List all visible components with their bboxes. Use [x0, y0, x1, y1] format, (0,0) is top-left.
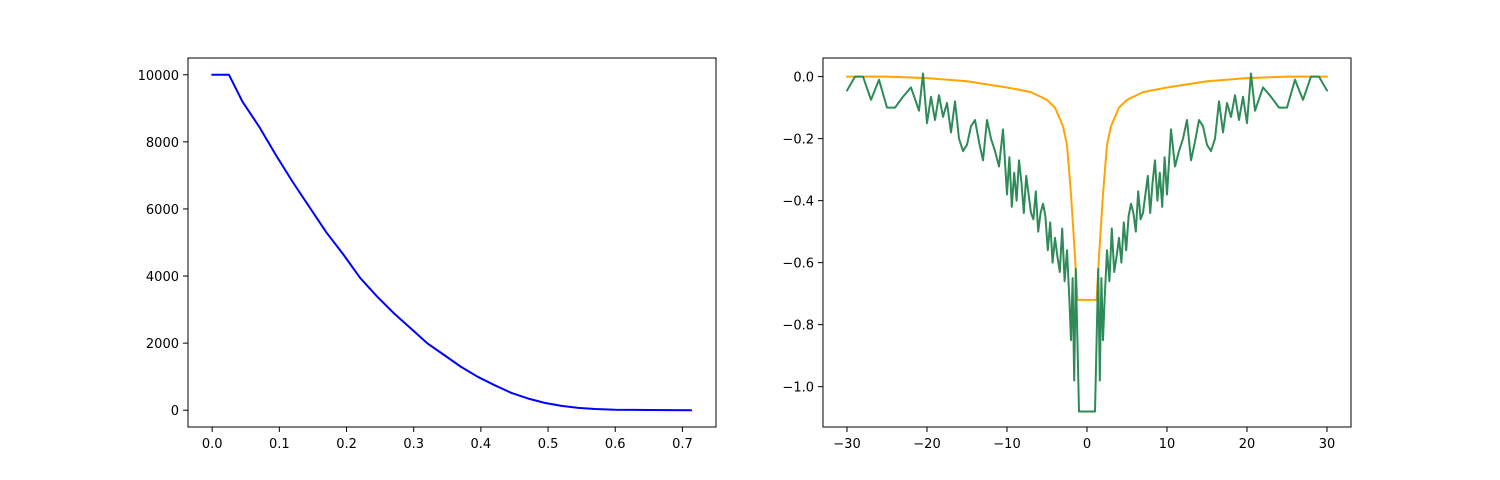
chart0-x-tick-label: 0.5: [538, 437, 559, 452]
chart0-y-tick-label: 10000: [138, 69, 179, 84]
chart0-x-tick-label: 0.2: [336, 437, 357, 452]
chart1-x-tick-label: 0: [1083, 437, 1091, 452]
chart0-x-tick-label: 0.1: [269, 437, 290, 452]
chart0-x-tick-label: 0.6: [605, 437, 626, 452]
chart1-x-tick-label: 30: [1319, 437, 1336, 452]
chart0-y-tick-label: 8000: [146, 136, 179, 151]
chart1-series-0-line: [846, 75, 1328, 301]
chart1-y-tick-label: −0.8: [782, 319, 814, 334]
chart1-x-tick-label: −10: [993, 437, 1020, 452]
chart1-x-tick-label: 10: [1159, 437, 1176, 452]
chart1-series-1-line: [846, 72, 1328, 413]
chart1-x-tick-label: 20: [1239, 437, 1256, 452]
chart1-x-tick-label: −20: [913, 437, 940, 452]
chart1-x-tick-label: −30: [833, 437, 860, 452]
chart0-y-tick-label: 6000: [146, 203, 179, 218]
chart0-x-tick-label: 0.4: [471, 437, 492, 452]
chart0-x-tick-label: 0.7: [672, 437, 693, 452]
chart0-axes-frame: [187, 57, 717, 428]
chart0-y-tick-label: 4000: [146, 270, 179, 285]
chart0-series-0-line: [211, 73, 693, 412]
chart1-y-tick-label: −0.4: [782, 195, 814, 210]
chart1-y-tick-label: −0.6: [782, 257, 814, 272]
right-line-chart: −30 −20 −10 0 10 20 30 0.0 −0.2 −0.4 −0.6 −0.8 −1.0: [782, 57, 1352, 452]
chart0-x-tick-label: 0.3: [403, 437, 424, 452]
chart0-x-tick-label: 0.0: [202, 437, 223, 452]
chart1-y-tick-label: −1.0: [782, 381, 814, 396]
chart0-y-tick-label: 2000: [146, 337, 179, 352]
chart0-y-tick-label: 0: [171, 404, 179, 419]
chart1-y-tick-label: −0.2: [782, 133, 814, 148]
left-line-chart: 0.0 0.1 0.2 0.3 0.4 0.5 0.6 0.7 0 2000 4000 6000 800…: [138, 57, 717, 452]
chart1-y-tick-label: 0.0: [793, 71, 814, 86]
